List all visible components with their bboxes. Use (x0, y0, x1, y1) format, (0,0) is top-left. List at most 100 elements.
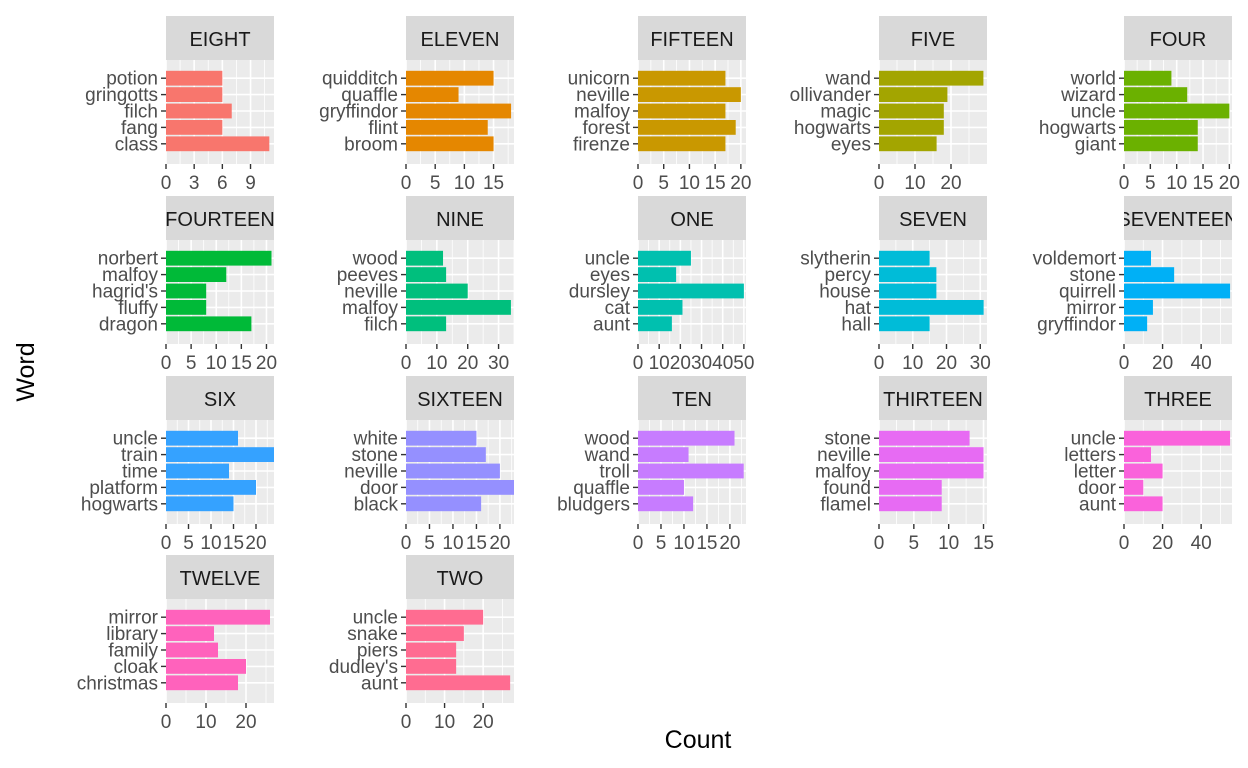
bar-uncle (406, 609, 484, 625)
bar-found (879, 480, 942, 495)
x-tick-label: 5 (658, 173, 669, 194)
bar-aunt (638, 316, 672, 332)
bar-hall (879, 316, 930, 332)
y-tick-label: stone (352, 445, 398, 466)
x-tick-label: 5 (909, 533, 920, 554)
bar-firenze (638, 136, 726, 152)
bar-time (166, 463, 229, 479)
x-tick-label: 10 (206, 353, 227, 374)
facet-strip (879, 196, 987, 240)
y-tick-label: dursley (569, 282, 631, 303)
bar-slytherin (879, 250, 930, 266)
x-tick-label: 3 (189, 173, 200, 194)
y-tick-label: hagrid's (92, 282, 158, 303)
y-tick-label: neville (344, 282, 398, 303)
x-tick-label: 10 (434, 712, 455, 733)
y-tick-label: hogwarts (1039, 118, 1116, 139)
facet-title: EIGHT (189, 29, 250, 51)
y-tick-label: christmas (77, 673, 158, 694)
facet-title: TWO (437, 568, 484, 590)
bar-malfoy (879, 463, 984, 479)
bar-black (406, 496, 482, 512)
x-tick-label: 20 (489, 533, 510, 554)
y-tick-label: gringotts (85, 85, 158, 106)
x-tick-label: 20 (1219, 173, 1240, 194)
x-tick-label: 0 (161, 712, 172, 733)
facet-seventeen: SEVENTEENvoldemortstonequirrellmirrorgry… (1033, 196, 1232, 374)
y-tick-label: malfoy (574, 102, 630, 123)
facet-strip (166, 196, 274, 240)
y-tick-label: malfoy (342, 298, 398, 319)
y-tick-label: wand (825, 69, 871, 90)
x-tick-label: 15 (696, 533, 717, 554)
y-tick-label: train (121, 445, 158, 466)
bar-door (1124, 480, 1144, 495)
facet-fourteen: FOURTEEN norbertmalfoyhagrid'sfluffydrago… (92, 196, 277, 374)
x-tick-label: 10 (1166, 173, 1187, 194)
x-tick-label: 9 (245, 173, 256, 194)
bar-cloak (166, 659, 246, 674)
facet-strip (638, 376, 746, 420)
y-tick-label: family (108, 641, 158, 662)
bar-quirrell (1124, 283, 1231, 299)
x-tick-label: 10 (200, 533, 221, 554)
bar-gryffindor (406, 103, 512, 119)
y-tick-label: quidditch (322, 69, 398, 90)
y-axis-title: Word (12, 342, 40, 401)
y-tick-label: stone (1070, 265, 1116, 286)
bar-malfoy (406, 300, 511, 315)
x-tick-label: 0 (633, 533, 644, 554)
y-tick-label: filch (364, 314, 398, 335)
x-tick-label: 15 (466, 533, 487, 554)
y-tick-label: aunt (1079, 494, 1117, 515)
bar-fluffy (166, 300, 207, 315)
x-tick-label: 15 (973, 533, 994, 554)
y-tick-label: firenze (573, 134, 630, 155)
facet-strip (638, 196, 746, 240)
x-tick-label: 20 (719, 533, 740, 554)
bar-snake (406, 626, 464, 641)
y-tick-label: snake (347, 624, 398, 645)
bar-gryffindor (1124, 316, 1148, 332)
bar-neville (406, 463, 500, 479)
facet-title: NINE (436, 209, 484, 231)
x-tick-label: 10 (902, 353, 923, 374)
facet-title: THIRTEEN (883, 389, 983, 411)
bar-fang (166, 120, 223, 135)
x-tick-label: 0 (401, 173, 412, 194)
x-tick-label: 10 (649, 353, 670, 374)
y-tick-label: aunt (593, 314, 631, 335)
facet-strip (406, 196, 514, 240)
bar-wand (638, 447, 689, 462)
facet-title: FOURTEEN (165, 209, 275, 231)
x-tick-label: 0 (401, 533, 412, 554)
y-tick-label: wand (584, 445, 630, 466)
bar-world (1124, 70, 1172, 86)
bar-stone (879, 430, 970, 446)
bar-potion (166, 70, 223, 86)
bar-library (166, 626, 214, 641)
bar-letters (1124, 447, 1151, 462)
facet-strip (406, 376, 514, 420)
y-tick-label: unicorn (568, 69, 630, 90)
x-tick-label: 20 (256, 353, 277, 374)
x-tick-label: 0 (633, 353, 644, 374)
facet-eleven: ELEVEN quidditchquafflegryffindorflintbro… (319, 16, 514, 194)
y-tick-label: white (353, 429, 398, 450)
x-tick-label: 40 (1191, 353, 1212, 374)
bar-quaffle (638, 480, 684, 495)
bar-cat (638, 300, 683, 315)
facet-title: SIXTEEN (417, 389, 503, 411)
y-tick-label: class (115, 134, 158, 155)
x-tick-label: 20 (1152, 353, 1173, 374)
x-tick-label: 0 (161, 353, 172, 374)
x-tick-label: 15 (231, 353, 252, 374)
bar-eyes (638, 267, 677, 282)
y-tick-label: wood (352, 249, 398, 270)
